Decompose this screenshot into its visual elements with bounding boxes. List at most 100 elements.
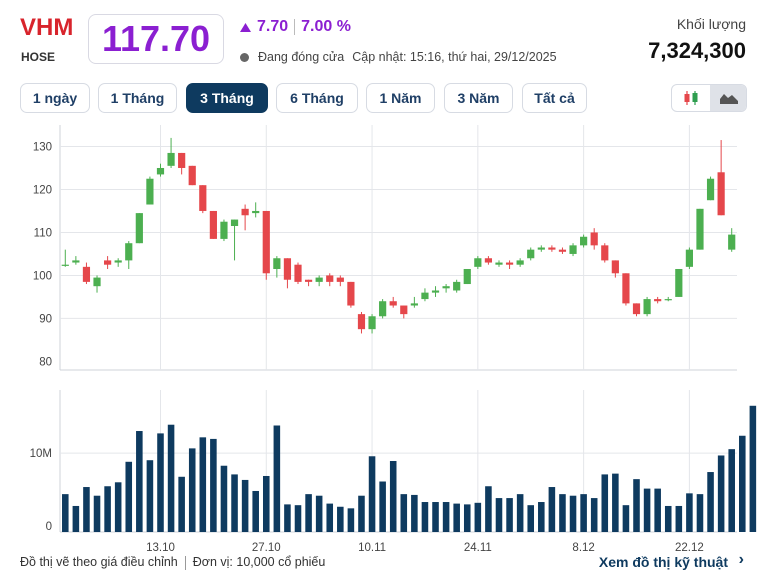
candle-down <box>347 281 355 306</box>
candle-down <box>336 277 344 282</box>
volume-bar <box>495 498 503 532</box>
candle-up <box>474 258 482 267</box>
candle-up <box>273 258 281 269</box>
price-box: 117.70 <box>88 14 224 64</box>
candle-up <box>431 290 440 293</box>
volume-tick-label: 0 <box>46 521 52 533</box>
volume-bar <box>93 495 101 532</box>
status-row: Đang đóng cửa Cập nhật: 15:16, thứ hai, … <box>240 50 557 64</box>
volume-bar <box>284 504 291 532</box>
market-status: Đang đóng cửa <box>258 50 345 64</box>
volume-bar <box>167 424 175 532</box>
candle-down <box>484 258 493 263</box>
volume-bar <box>241 479 249 532</box>
footer-divider <box>184 556 186 570</box>
tab-6-months[interactable]: 6 Tháng <box>276 83 358 113</box>
volume-tick-label: 10M <box>30 448 52 460</box>
candle-down <box>590 232 598 246</box>
chevron-right-icon: › <box>738 551 744 568</box>
candle-down <box>283 258 292 280</box>
volume-bar <box>601 474 609 532</box>
candlestick-button[interactable] <box>672 85 710 111</box>
volume-bar <box>559 494 566 532</box>
candle-down <box>357 314 366 330</box>
candle-up <box>442 286 450 289</box>
candle-down <box>400 305 408 315</box>
volume-bar <box>590 498 598 532</box>
tab-all[interactable]: Tất cả <box>522 83 587 113</box>
volume-bar <box>675 505 683 532</box>
volume-bar <box>538 502 545 532</box>
volume-bar <box>72 505 80 532</box>
candle-up <box>453 281 461 291</box>
unit-note: Đơn vị: 10,000 cổ phiếu <box>192 555 326 569</box>
volume-bar <box>114 482 122 532</box>
candle-down <box>178 152 186 168</box>
volume-bar <box>622 505 630 532</box>
volume-bar <box>368 456 376 532</box>
volume-bar <box>379 481 386 532</box>
price-tick-label: 110 <box>34 227 52 239</box>
candle-down <box>632 303 641 315</box>
volume-bar <box>442 502 450 532</box>
candle-up <box>410 303 418 306</box>
candle-down <box>304 279 313 282</box>
candle-down <box>622 273 630 304</box>
ticker-symbol: VHM <box>20 14 74 41</box>
candle-down <box>548 247 556 250</box>
volume-bar <box>337 506 344 532</box>
candle-up <box>527 249 535 259</box>
volume-bar <box>474 502 482 532</box>
volume-bar <box>326 503 334 532</box>
change-percent: 7.00 % <box>301 18 351 35</box>
candle-up <box>125 243 133 261</box>
volume-bar <box>421 502 429 532</box>
volume-bar <box>633 479 640 532</box>
update-time: Cập nhật: 15:16, thứ hai, 29/12/2025 <box>352 50 557 64</box>
tab-3-months[interactable]: 3 Tháng <box>186 83 268 113</box>
date-tick-label: 27.10 <box>252 542 281 554</box>
volume-bar <box>612 473 619 532</box>
volume-bar <box>664 505 672 532</box>
candle-down <box>389 301 397 306</box>
footer-notes: Đồ thị vẽ theo giá điều chỉnh Đơn vị: 10… <box>20 555 325 570</box>
candle-up <box>368 316 376 330</box>
volume-bar <box>358 495 365 532</box>
area-chart-button[interactable] <box>710 85 746 111</box>
candle-up <box>167 152 175 166</box>
tab-3-years[interactable]: 3 Năm <box>444 83 513 113</box>
volume-bar <box>178 476 185 532</box>
candle-up <box>537 247 545 250</box>
volume-bar <box>188 448 196 532</box>
date-tick-label: 13.10 <box>146 542 175 554</box>
volume-bar <box>580 494 587 532</box>
candle-up <box>135 213 143 244</box>
status-dot-icon <box>240 52 249 62</box>
volume-bar <box>400 494 408 532</box>
candle-up <box>728 234 736 250</box>
volume-bar <box>548 487 556 532</box>
tab-1-month[interactable]: 1 Tháng <box>98 83 177 113</box>
volume-bar <box>252 490 259 532</box>
date-tick-label: 10.11 <box>358 542 386 554</box>
volume-bar <box>347 508 355 532</box>
volume-bar <box>569 495 577 532</box>
technical-chart-link[interactable]: Xem đồ thị kỹ thuật <box>598 554 728 570</box>
volume-bar <box>262 475 270 532</box>
candle-down <box>611 260 619 274</box>
volume-bar <box>453 503 460 532</box>
candle-down <box>654 299 662 302</box>
candle-up <box>315 277 323 282</box>
candle-up <box>421 292 429 300</box>
tab-1-day[interactable]: 1 ngày <box>20 83 90 113</box>
volume-bar <box>527 505 535 532</box>
candle-down <box>294 264 302 282</box>
price-tick-label: 80 <box>39 356 52 368</box>
candle-up <box>114 260 122 263</box>
volume-bar <box>62 494 69 532</box>
tab-1-year[interactable]: 1 Năm <box>366 83 435 113</box>
volume-bar <box>305 494 312 532</box>
candle-down <box>505 262 514 265</box>
volume-bar <box>157 433 164 532</box>
volume-bar <box>463 504 471 532</box>
